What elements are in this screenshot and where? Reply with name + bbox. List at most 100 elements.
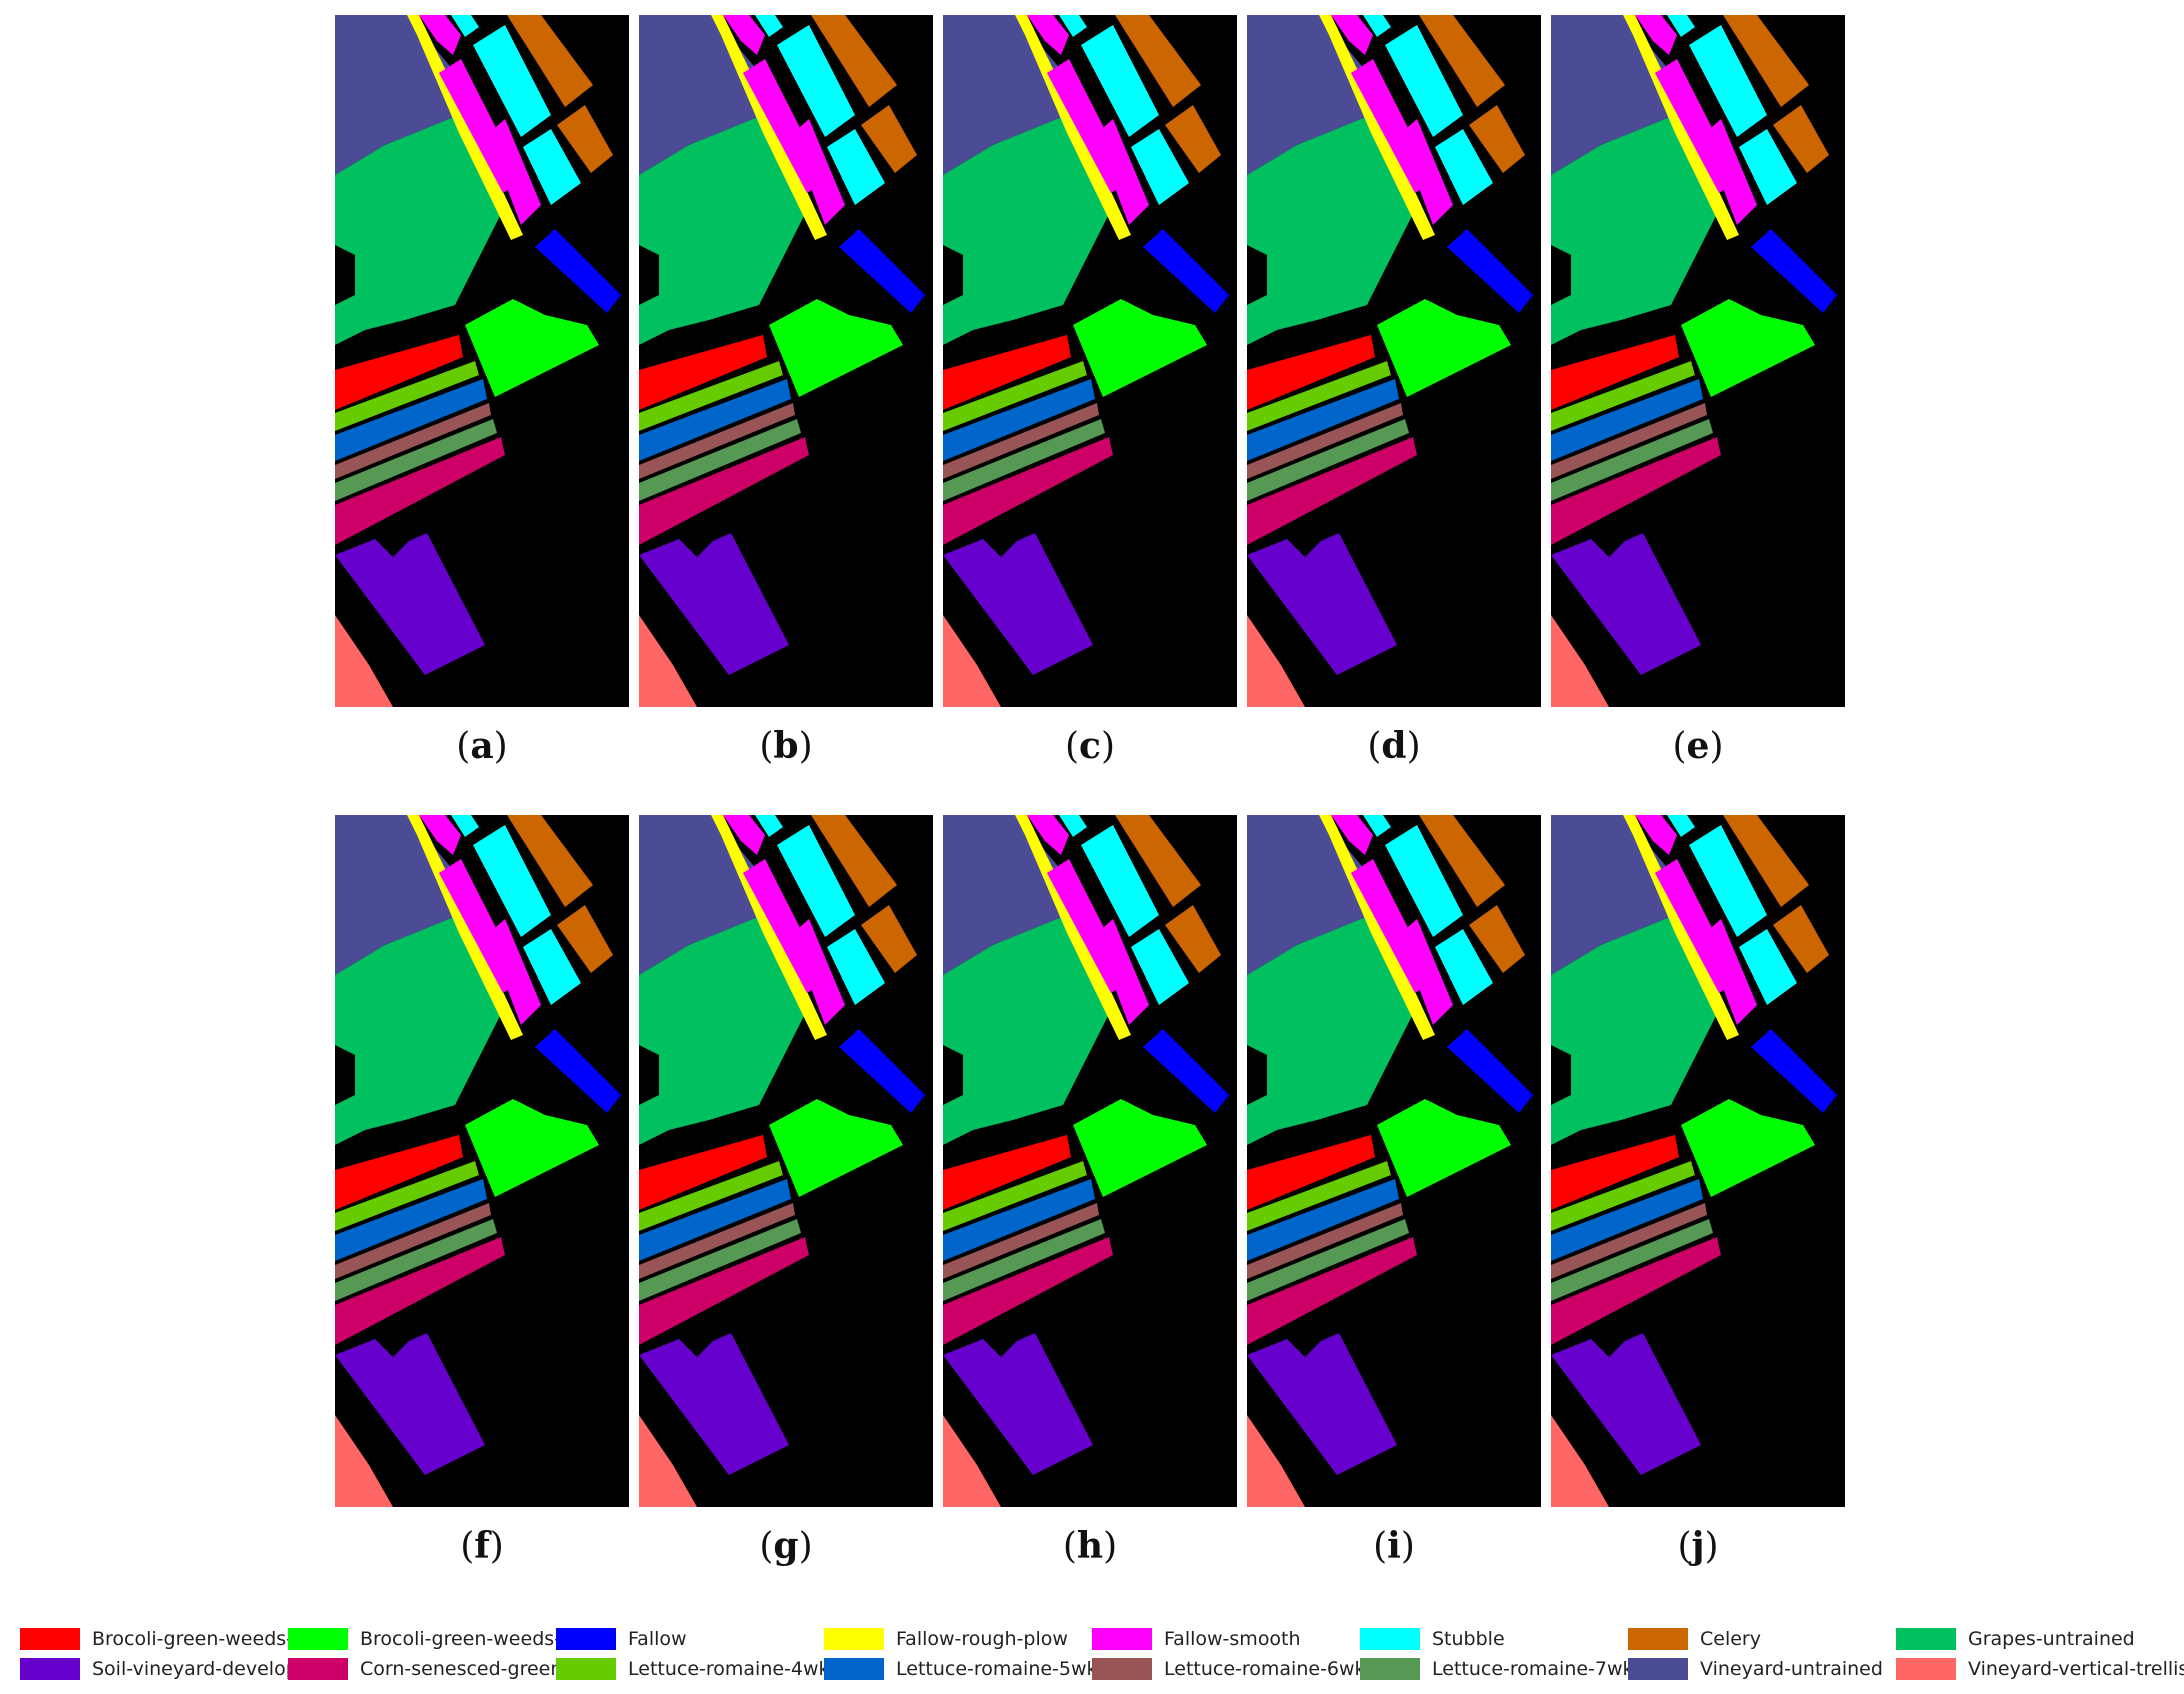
map-region bbox=[1551, 1179, 1703, 1261]
map-region bbox=[943, 1203, 1099, 1279]
map-region bbox=[943, 437, 1113, 545]
legend-swatch bbox=[1628, 1628, 1688, 1650]
map-region bbox=[1143, 1029, 1229, 1113]
map-region bbox=[1027, 815, 1069, 855]
legend-item: Lettuce-romaine-6wk bbox=[1092, 1658, 1366, 1680]
map-region bbox=[1447, 1029, 1533, 1113]
legend-label: Lettuce-romaine-7wk bbox=[1432, 1658, 1634, 1680]
map-region bbox=[1385, 25, 1463, 137]
map-region bbox=[1551, 335, 1679, 410]
map-region bbox=[943, 1135, 1071, 1210]
caption-c: (c) bbox=[1064, 725, 1115, 767]
map-panel-j bbox=[1551, 815, 1845, 1507]
map-region bbox=[335, 419, 497, 501]
classification-map bbox=[335, 815, 621, 1507]
map-region bbox=[791, 919, 845, 1025]
map-region bbox=[1247, 1179, 1399, 1261]
map-region bbox=[1131, 129, 1189, 205]
map-region bbox=[1551, 1203, 1707, 1279]
map-region bbox=[335, 915, 503, 1145]
legend-swatch bbox=[1360, 1628, 1420, 1650]
map-region bbox=[1635, 815, 1677, 855]
legend-item: Brocoli-green-weeds-1 bbox=[20, 1628, 305, 1650]
legend-label: Fallow bbox=[628, 1628, 687, 1650]
legend-swatch bbox=[1092, 1658, 1152, 1680]
classification-map bbox=[639, 15, 925, 707]
caption-h: (h) bbox=[1062, 1525, 1118, 1567]
map-region bbox=[1681, 1099, 1815, 1197]
legend-label: Fallow-smooth bbox=[1164, 1628, 1301, 1650]
map-region bbox=[1027, 15, 1069, 55]
map-region bbox=[1435, 929, 1493, 1005]
map-region bbox=[419, 15, 461, 55]
map-region bbox=[711, 15, 827, 240]
map-panel-i bbox=[1247, 815, 1541, 1507]
map-region bbox=[1435, 129, 1493, 205]
map-region bbox=[1773, 105, 1829, 173]
legend-item: Celery bbox=[1628, 1628, 1761, 1650]
map-region bbox=[507, 815, 593, 907]
map-region bbox=[1739, 129, 1797, 205]
map-region bbox=[1419, 815, 1505, 907]
legend-label: Vineyard-untrained bbox=[1700, 1658, 1883, 1680]
map-region bbox=[639, 335, 767, 410]
map-region bbox=[1165, 905, 1221, 973]
map-region bbox=[1363, 15, 1391, 37]
map-region bbox=[943, 1415, 1001, 1507]
map-region bbox=[1247, 533, 1397, 675]
map-region bbox=[1247, 361, 1391, 431]
map-region bbox=[1399, 119, 1453, 225]
map-region bbox=[473, 25, 551, 137]
map-region bbox=[1247, 1135, 1375, 1210]
map-region bbox=[1095, 119, 1149, 225]
map-region bbox=[943, 915, 1111, 1145]
map-region bbox=[1469, 105, 1525, 173]
map-region bbox=[1667, 15, 1695, 37]
map-region bbox=[1551, 437, 1721, 545]
map-region bbox=[1551, 1161, 1695, 1231]
map-region bbox=[769, 1099, 903, 1197]
map-region bbox=[335, 1333, 485, 1475]
legend-swatch bbox=[1896, 1658, 1956, 1680]
map-region bbox=[523, 929, 581, 1005]
map-region bbox=[943, 361, 1087, 431]
map-panel-b bbox=[639, 15, 933, 707]
map-region bbox=[639, 1179, 791, 1261]
map-region bbox=[639, 1237, 809, 1345]
map-region bbox=[839, 229, 925, 313]
legend-swatch bbox=[556, 1658, 616, 1680]
map-region bbox=[811, 15, 897, 107]
map-region bbox=[1319, 15, 1435, 240]
legend-swatch bbox=[824, 1628, 884, 1650]
legend-item: Vineyard-vertical-trellis bbox=[1896, 1658, 2184, 1680]
map-region bbox=[943, 1161, 1087, 1231]
classification-map bbox=[1247, 815, 1533, 1507]
map-region bbox=[473, 825, 551, 937]
map-region bbox=[943, 533, 1093, 675]
map-region bbox=[723, 815, 765, 855]
map-region bbox=[1131, 929, 1189, 1005]
map-region bbox=[1739, 929, 1797, 1005]
map-region bbox=[407, 815, 523, 1040]
map-region bbox=[1551, 361, 1695, 431]
map-region bbox=[639, 1333, 789, 1475]
legend-swatch bbox=[288, 1658, 348, 1680]
map-region bbox=[639, 533, 789, 675]
legend-item: Corn-senesced-green bbox=[288, 1658, 562, 1680]
map-region bbox=[1551, 1333, 1701, 1475]
legend-item: Fallow-rough-plow bbox=[824, 1628, 1068, 1650]
map-region bbox=[1331, 15, 1373, 55]
map-region bbox=[943, 615, 1001, 707]
map-panel-d bbox=[1247, 15, 1541, 707]
map-region bbox=[451, 815, 479, 837]
map-region bbox=[1399, 919, 1453, 1025]
classification-map bbox=[943, 15, 1229, 707]
map-region bbox=[769, 299, 903, 397]
map-region bbox=[557, 905, 613, 973]
map-region bbox=[711, 815, 827, 1040]
map-region bbox=[1073, 1099, 1207, 1197]
map-region bbox=[639, 1203, 795, 1279]
map-region bbox=[1247, 403, 1403, 479]
map-region bbox=[507, 15, 593, 107]
map-region bbox=[639, 361, 783, 431]
